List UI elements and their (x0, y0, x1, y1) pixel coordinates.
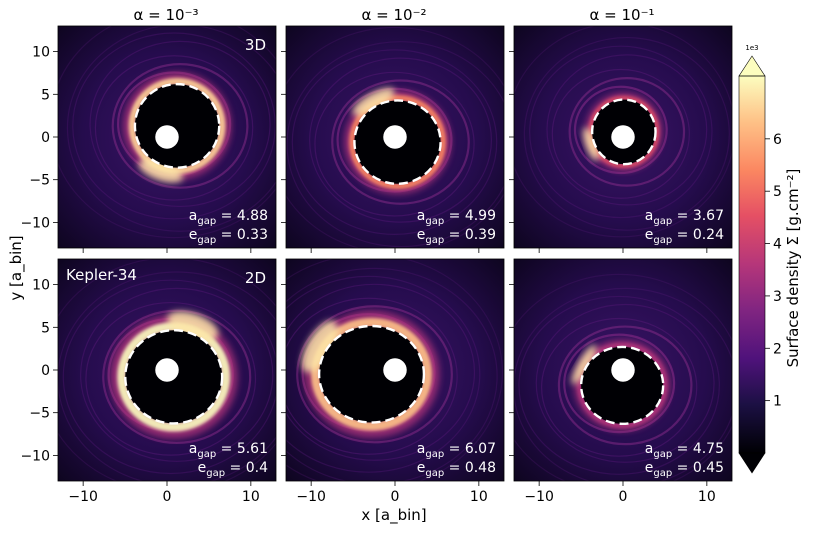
y-tick-label: −10 (20, 448, 50, 464)
colorbar-tick-label: 2 (773, 341, 782, 357)
gap-cavity (319, 325, 424, 423)
x-tick-label: 10 (242, 489, 260, 505)
gap-fit-ellipse (124, 329, 224, 425)
binary-mask (611, 125, 635, 149)
y-tick-label: −5 (29, 173, 50, 189)
colorbar-tick-label: 5 (773, 184, 782, 200)
colorbar-frame (738, 75, 766, 454)
y-tick-label: 5 (41, 320, 50, 336)
x-tick-label: −10 (68, 489, 98, 505)
column-title-1: α = 10⁻³ (133, 6, 198, 24)
y-tick-label: 0 (41, 130, 50, 146)
y-tick-label: −5 (29, 406, 50, 422)
gap-fit-ellipse (579, 345, 665, 426)
system-label: Kepler-34 (66, 266, 137, 284)
x-tick-label: 0 (163, 489, 172, 505)
gap-cavity (581, 346, 664, 424)
binary-mask (383, 358, 407, 382)
colorbar-tick-label: 3 (773, 289, 782, 305)
gap-fit-ellipse (133, 82, 221, 169)
x-tick-label: −10 (524, 489, 554, 505)
colorbar-extend-bottom (738, 452, 766, 474)
e-gap-label: egap = 0.24 (645, 227, 724, 246)
binary-mask (155, 358, 179, 382)
colorbar-tick-label: 4 (773, 237, 782, 253)
y-tick-label: 5 (41, 87, 50, 103)
x-tick-label: 10 (698, 489, 716, 505)
colorbar-multiplier: 1e3 (745, 44, 758, 52)
y-tick-label: 10 (32, 278, 50, 294)
colorbar-gradient (739, 76, 765, 453)
x-tick-label: 0 (391, 489, 400, 505)
x-tick-label: 10 (470, 489, 488, 505)
colorbar: 1e3 1 2 3 4 5 6 Surface density Σ [g.cm⁻²] (738, 44, 802, 474)
colorbar-label: Surface density Σ [g.cm⁻²] (784, 169, 802, 368)
binary-mask (611, 358, 635, 382)
x-tick-label: −10 (296, 489, 326, 505)
y-tick-label: −10 (20, 215, 50, 231)
gap-fit-ellipse (317, 324, 426, 424)
y-tick-label: 0 (41, 363, 50, 379)
row-label-2d: 2D (245, 269, 266, 287)
gap-cavity (134, 84, 220, 168)
y-tick-label: 10 (32, 45, 50, 61)
colorbar-tick-label: 1 (773, 394, 782, 410)
row-label-3d: 3D (245, 36, 266, 54)
binary-mask (155, 125, 179, 149)
colorbar-tick-label: 6 (773, 132, 782, 148)
column-title-2: α = 10⁻² (361, 6, 426, 24)
x-axis-label: x [a_bin] (361, 506, 426, 525)
column-titles: α = 10⁻³ α = 10⁻² α = 10⁻¹ (133, 6, 654, 24)
binary-mask (383, 125, 407, 149)
column-title-3: α = 10⁻¹ (589, 6, 654, 24)
colorbar-extend-top (738, 55, 766, 77)
e-gap-label: egap = 0.39 (417, 227, 496, 246)
gap-fit-ellipse (590, 98, 657, 166)
gap-fit-ellipse (353, 99, 442, 185)
y-axis-label: y [a_bin] (7, 235, 26, 300)
x-tick-label: 0 (619, 489, 628, 505)
